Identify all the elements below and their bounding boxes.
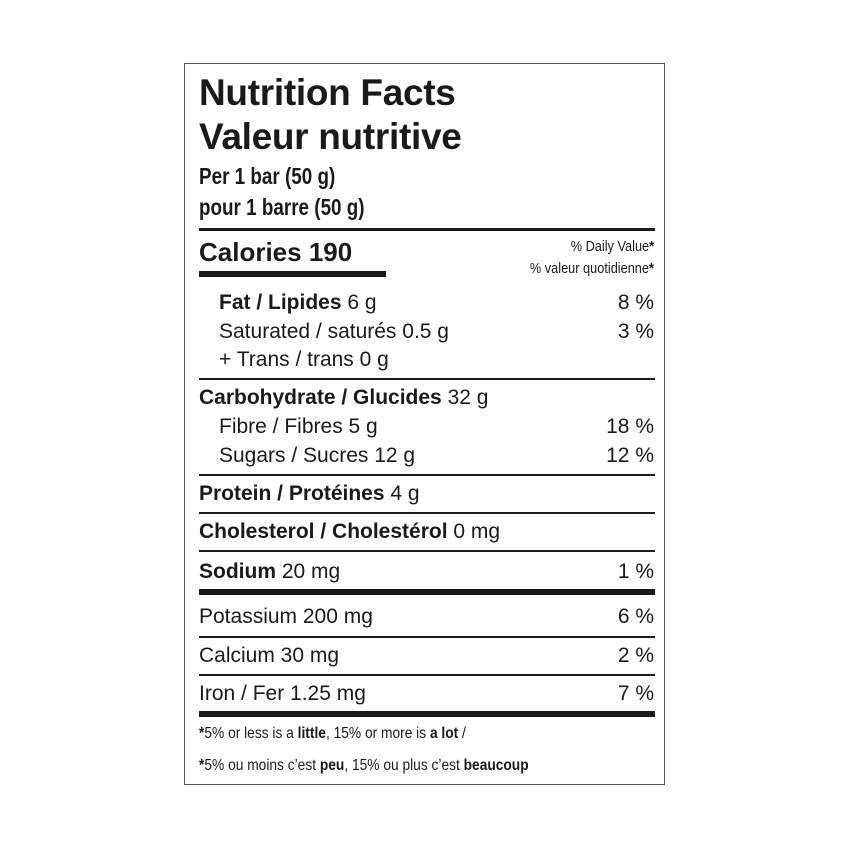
divider [199,636,655,638]
potassium-row: Potassium 200 mg [199,605,373,628]
saturated-percent: 3 % [617,320,654,343]
fibre-percent: 18 % [606,415,654,438]
title-french: Valeur nutritive [199,116,462,157]
daily-value-header-english: % Daily Value* [570,238,654,255]
sugars-percent: 12 % [606,444,654,467]
calcium-row: Calcium 30 mg [199,644,340,667]
footnote-french: *5% ou moins c’est peu, 15% ou plus c’es… [199,757,529,774]
sodium-row: Sodium 20 mg [199,560,341,583]
saturated-row: Saturated / saturés 0.5 g [219,320,449,343]
nutrition-facts-label: Nutrition Facts Valeur nutritive Per 1 b… [184,63,665,785]
title-english: Nutrition Facts [199,72,456,113]
iron-percent: 7 % [617,682,654,705]
sugars-row: Sugars / Sucres 12 g [219,444,416,467]
divider [199,674,655,676]
fibre-row: Fibre / Fibres 5 g [219,415,378,438]
cholesterol-row: Cholesterol / Cholestérol 0 mg [199,520,501,543]
thick-divider [199,589,655,595]
calcium-percent: 2 % [617,644,654,667]
serving-size-english: Per 1 bar (50 g) [199,163,336,189]
carbohydrate-row: Carbohydrate / Glucides 32 g [199,386,489,409]
footnote-english: *5% or less is a little, 15% or more is … [199,725,466,742]
trans-row: + Trans / trans 0 g [219,348,389,371]
protein-row: Protein / Protéines 4 g [199,482,420,505]
fat-row: Fat / Lipides 6 g [219,291,377,314]
divider [199,228,655,231]
thick-divider [199,711,655,717]
iron-row: Iron / Fer 1.25 mg [199,682,366,705]
divider [199,512,655,514]
calories: Calories 190 [199,237,353,267]
serving-size-french: pour 1 barre (50 g) [199,194,365,220]
divider [199,474,655,476]
fat-percent: 8 % [617,291,654,314]
divider [199,378,655,380]
sodium-percent: 1 % [617,560,654,583]
potassium-percent: 6 % [617,605,654,628]
daily-value-header-french: % valeur quotidienne* [529,260,654,277]
calories-underline [199,271,386,277]
divider [199,550,655,552]
